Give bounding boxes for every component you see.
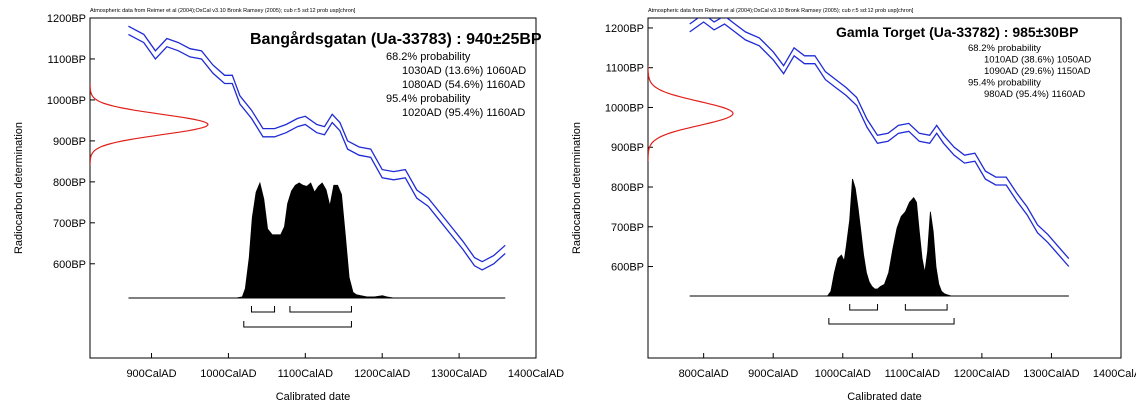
range-68-bracket [849, 304, 879, 311]
chart-header: Atmospheric data from Reimer et al (2004… [90, 8, 356, 14]
measurement-distribution [90, 83, 209, 166]
x-tick-label: 900CalAD [126, 368, 176, 380]
probability-heading: 95.4% probability [386, 93, 471, 105]
calibration-curve-high [128, 25, 506, 263]
plot-frame [647, 17, 1122, 359]
probability-range-text: 980AD (95.4%) 1160AD [984, 89, 1085, 100]
probability-heading: 95.4% probability [968, 78, 1041, 89]
y-tick-label: 1000BP [605, 102, 644, 114]
x-tick-label: 800CalAD [679, 368, 729, 380]
probability-range-text: 1030AD (13.6%) 1060AD [402, 65, 526, 77]
x-tick-label: 1200CalAD [954, 368, 1010, 380]
calibration-curve-high [689, 18, 1070, 260]
y-tick-label: 1000BP [47, 95, 86, 107]
y-tick-label: 1100BP [48, 54, 86, 66]
range-68-bracket [904, 304, 948, 311]
probability-range-text: 1020AD (95.4%) 1160AD [402, 107, 525, 119]
probability-range-text: 1080AD (54.6%) 1160AD [402, 79, 525, 91]
x-tick-label: 1000CalAD [815, 368, 871, 380]
y-tick-label: 800BP [611, 182, 644, 194]
x-tick-label: 1400CalAD [508, 368, 564, 380]
x-axis-label: Calibrated date [276, 391, 351, 403]
calibration-plot-bangardsgatan: Atmospheric data from Reimer et al (2004… [13, 8, 564, 403]
x-tick-label: 1400CalAD [1093, 368, 1136, 380]
posterior-density [236, 181, 394, 299]
plot-frame [89, 17, 537, 359]
range-68-bracket [250, 306, 276, 313]
x-tick-label: 1100CalAD [278, 368, 333, 380]
y-tick-label: 1200BP [605, 23, 644, 35]
chart-svg: Atmospheric data from Reimer et al (2004… [571, 8, 1136, 403]
calibration-curve-low [689, 21, 1070, 267]
x-axis-label: Calibrated date [847, 391, 922, 403]
plot-area [648, 18, 1070, 297]
probability-heading: 68.2% probability [386, 51, 471, 63]
calibration-curve-low [128, 33, 506, 271]
chart-svg: Atmospheric data from Reimer et al (2004… [13, 8, 564, 403]
y-tick-label: 1100BP [606, 63, 644, 75]
chart-title: Bangårdsgatan (Ua-33783) : 940±25BP [250, 30, 542, 48]
chart-title: Gamla Torget (Ua-33782) : 985±30BP [836, 24, 1078, 40]
y-axis-label: Radiocarbon determination [571, 122, 583, 254]
y-tick-label: 800BP [53, 177, 86, 189]
x-tick-label: 900CalAD [748, 368, 798, 380]
y-tick-label: 700BP [611, 222, 644, 234]
posterior-density [826, 178, 956, 297]
y-axis-label: Radiocarbon determination [13, 122, 25, 254]
range-95-bracket [828, 318, 955, 325]
probability-heading: 68.2% probability [968, 43, 1041, 54]
x-tick-label: 1300CalAD [1023, 368, 1079, 380]
x-tick-label: 1200CalAD [354, 368, 410, 380]
y-tick-label: 1200BP [47, 13, 86, 25]
calibration-plot-gamla-torget: Atmospheric data from Reimer et al (2004… [568, 0, 1136, 405]
range-68-bracket [289, 306, 352, 313]
y-tick-label: 900BP [611, 142, 644, 154]
x-tick-label: 1300CalAD [431, 368, 487, 380]
y-tick-label: 700BP [53, 218, 86, 230]
y-tick-label: 600BP [53, 259, 86, 271]
x-tick-label: 1100CalAD [885, 368, 940, 380]
range-95-bracket [243, 321, 352, 328]
y-tick-label: 600BP [611, 262, 644, 274]
plot-area [90, 25, 506, 299]
measurement-distribution [648, 65, 734, 162]
probability-range-text: 1090AD (29.6%) 1150AD [984, 66, 1091, 77]
probability-range-text: 1010AD (38.6%) 1050AD [984, 55, 1091, 66]
x-tick-label: 1000CalAD [200, 368, 256, 380]
y-tick-label: 900BP [53, 136, 86, 148]
chart-header: Atmospheric data from Reimer et al (2004… [648, 8, 914, 14]
